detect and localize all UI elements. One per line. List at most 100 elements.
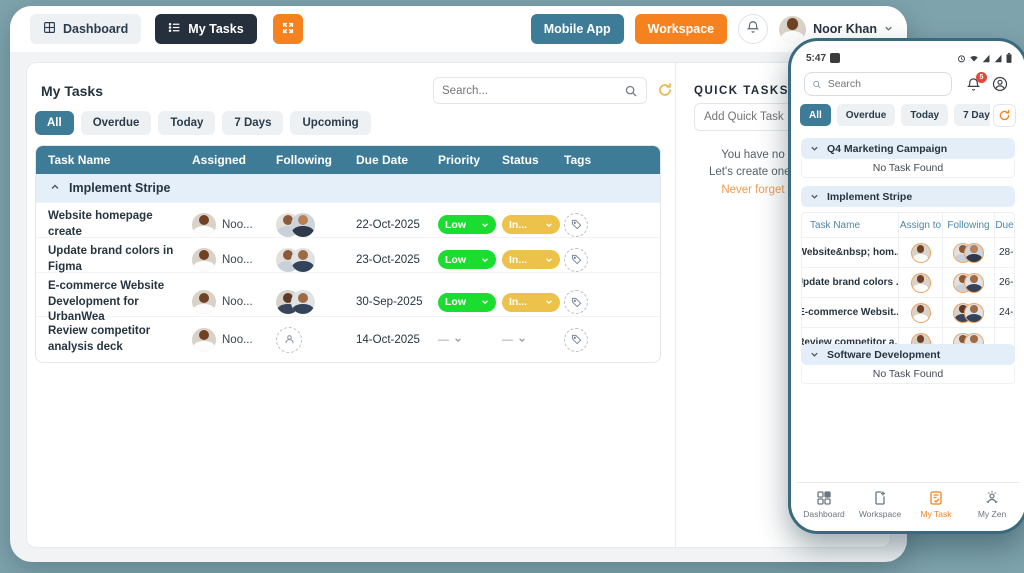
refresh-icon[interactable] <box>657 82 673 98</box>
chevron-down-icon <box>546 257 552 262</box>
tags-button[interactable] <box>564 327 588 352</box>
expand-button[interactable] <box>272 14 303 44</box>
bell-icon <box>746 20 760 39</box>
notifications-button[interactable] <box>738 14 769 44</box>
status-select[interactable]: — <box>502 334 564 346</box>
phone-section-header[interactable]: Implement Stripe <box>801 186 1015 207</box>
due-date[interactable]: 23-Oct-2025 <box>356 253 420 266</box>
chevron-down-icon <box>546 300 552 305</box>
table-row[interactable]: Website homepage create Noo... 22-Oct-20… <box>36 202 660 238</box>
tab-upcoming[interactable]: Upcoming <box>290 111 371 135</box>
add-followers-button[interactable] <box>276 326 302 353</box>
workspace-icon <box>875 491 885 505</box>
phone-tab-today[interactable]: Today <box>901 104 949 126</box>
nav-workspace[interactable]: Workspace <box>854 490 906 519</box>
status-select[interactable]: In... <box>502 250 560 270</box>
status-app-icon <box>830 53 841 63</box>
nav-dashboard[interactable]: Dashboard <box>798 490 850 519</box>
table-row[interactable]: E-commerce Website Development for Urban… <box>36 272 660 323</box>
due-date[interactable]: 30-Sep-2025 <box>356 296 423 309</box>
avatar <box>965 303 983 322</box>
phone-search-box <box>804 72 952 96</box>
tags-button[interactable] <box>564 290 588 315</box>
content-card: My Tasks All Overdue Today 7 Days Upcomi… <box>26 62 891 548</box>
due-date[interactable]: 22-Oct-2025 <box>356 218 420 231</box>
status-select[interactable]: In... <box>502 292 560 312</box>
assigned-cell[interactable]: Noo... <box>192 327 276 352</box>
tab-overdue[interactable]: Overdue <box>80 111 152 135</box>
task-name: Website&nbsp; hom... <box>802 247 898 258</box>
quick-tasks-title: QUICK TASKS <box>694 85 789 97</box>
refresh-icon <box>999 109 1010 121</box>
avatar <box>779 15 807 43</box>
tab-all[interactable]: All <box>35 111 74 135</box>
due-date: 28-S <box>994 238 1014 267</box>
search-input[interactable] <box>434 84 624 97</box>
following-cell[interactable] <box>276 212 356 237</box>
phone-section-header[interactable]: Software Development <box>801 344 1015 365</box>
avatar <box>291 290 315 315</box>
phone-table-row[interactable]: Update brand colors ... 26-S <box>802 267 1014 297</box>
phone-notifications-button[interactable]: 5 <box>966 71 987 92</box>
phone-tab-overdue[interactable]: Overdue <box>836 104 896 126</box>
user-name: Noor Khan <box>813 22 877 36</box>
user-menu[interactable]: Noor Khan <box>779 15 893 43</box>
phone-table-row[interactable]: Website&nbsp; hom... 28-S <box>802 237 1014 267</box>
dashboard-button[interactable]: Dashboard <box>30 14 142 44</box>
col-status: Status <box>502 153 539 167</box>
tab-today[interactable]: Today <box>158 111 216 135</box>
priority-select[interactable]: Low <box>438 292 496 312</box>
table-row[interactable]: Update brand colors in Figma Noo... 23-O… <box>36 237 660 273</box>
bell-icon <box>966 77 981 91</box>
assigned-cell[interactable]: Noo... <box>192 290 276 315</box>
assigned-cell[interactable]: Noo... <box>192 212 276 237</box>
due-date: 24-S <box>994 298 1014 327</box>
task-group-header[interactable]: Implement Stripe <box>36 174 660 202</box>
phone-refresh-button[interactable] <box>993 104 1016 127</box>
tab-7days[interactable]: 7 Days <box>222 111 284 135</box>
avatar <box>911 243 930 262</box>
nav-my-task[interactable]: My Task <box>910 490 962 519</box>
signal-icon <box>994 54 1002 62</box>
chevron-up-icon <box>50 181 60 195</box>
phone-tab-all[interactable]: All <box>800 104 831 126</box>
phone-mockup: 5:47 5 All Ove <box>788 38 1024 534</box>
following-cell[interactable] <box>276 247 356 272</box>
priority-select[interactable]: — <box>438 334 502 346</box>
tags-button[interactable] <box>564 247 588 272</box>
list-icon <box>168 21 181 37</box>
table-row[interactable]: Review competitor analysis deck Noo... 1… <box>36 316 660 362</box>
tags-button[interactable] <box>564 212 588 237</box>
avatar <box>192 212 216 237</box>
avatar <box>192 327 216 352</box>
priority-select[interactable]: Low <box>438 215 496 235</box>
mobile-app-button[interactable]: Mobile App <box>530 14 624 44</box>
due-date[interactable]: 14-Oct-2025 <box>356 333 420 346</box>
phone-search-input[interactable] <box>827 78 944 90</box>
status-icons <box>957 53 1012 63</box>
chevron-down-icon <box>519 337 525 342</box>
following-cell[interactable] <box>276 290 356 315</box>
col-task-name: Task Name <box>48 153 111 167</box>
assigned-name: Noo... <box>222 218 253 231</box>
phone-status-bar: 5:47 <box>806 51 1012 65</box>
top-bar: Dashboard My Tasks Mobile App Workspace <box>10 6 907 52</box>
tasks-panel: My Tasks All Overdue Today 7 Days Upcomi… <box>27 63 675 547</box>
avatar <box>291 212 315 237</box>
phone-profile-button[interactable] <box>992 76 1008 92</box>
my-tasks-button[interactable]: My Tasks <box>155 14 257 44</box>
workspace-button[interactable]: Workspace <box>634 14 728 44</box>
assigned-name: Noo... <box>222 296 253 309</box>
phone-screen: 5:47 5 All Ove <box>796 46 1020 526</box>
tag-icon <box>571 297 581 308</box>
alarm-icon <box>958 54 965 62</box>
priority-select[interactable]: Low <box>438 250 496 270</box>
nav-my-zen[interactable]: My Zen <box>966 490 1018 519</box>
assigned-cell[interactable]: Noo... <box>192 247 276 272</box>
people-icon <box>284 335 294 344</box>
phone-section-header[interactable]: Q4 Marketing Campaign <box>801 138 1015 159</box>
phone-tab-7days[interactable]: 7 Days <box>954 104 990 126</box>
status-select[interactable]: In... <box>502 215 560 235</box>
phone-table-row[interactable]: E-commerce Websit... 24-S <box>802 297 1014 327</box>
col-following: Following <box>276 153 332 167</box>
